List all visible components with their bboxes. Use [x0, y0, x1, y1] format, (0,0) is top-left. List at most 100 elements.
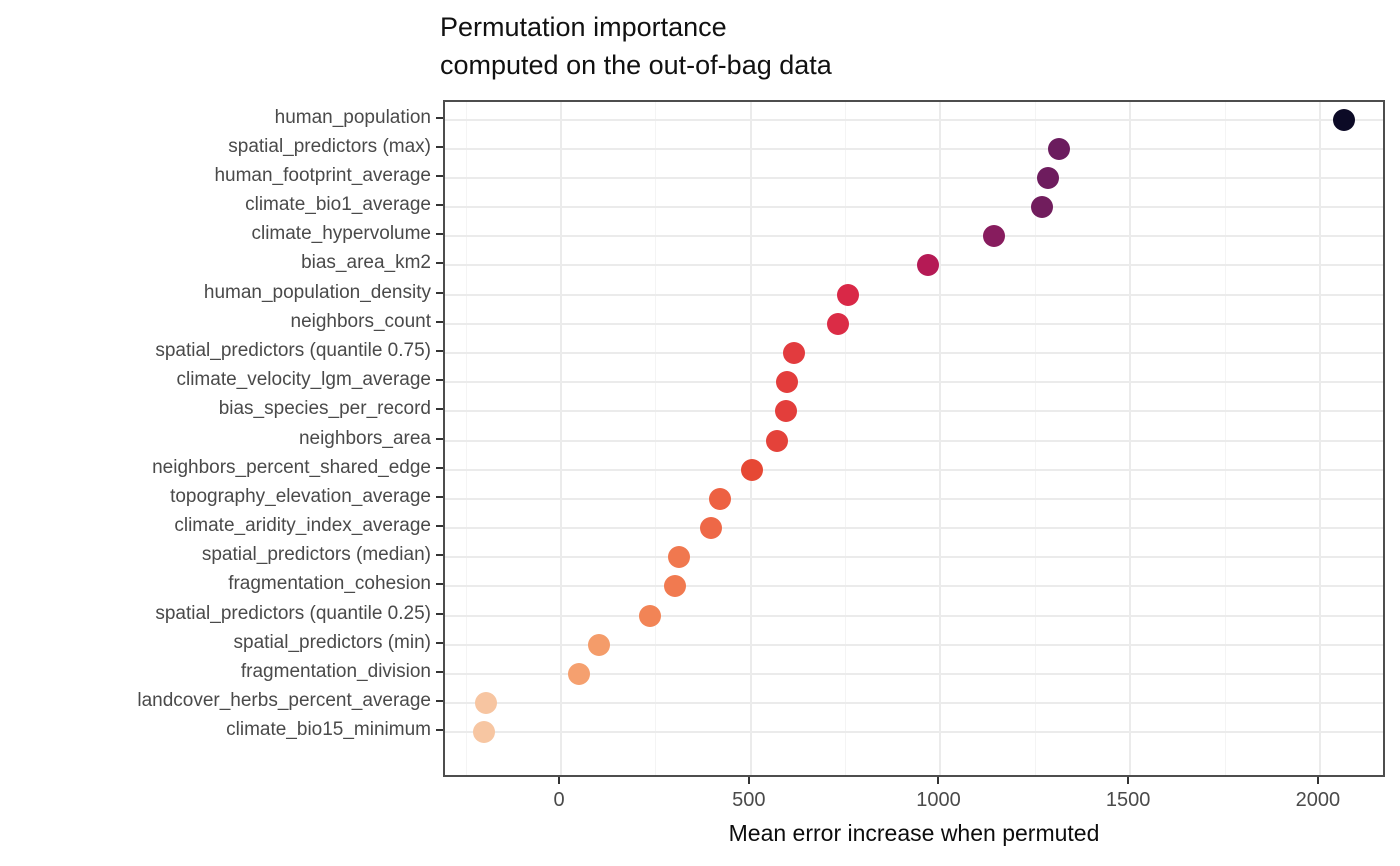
y-axis-label: climate_hypervolume: [251, 223, 431, 245]
y-axis-label: spatial_predictors (max): [228, 135, 431, 157]
data-point: [774, 400, 797, 423]
y-axis-label: spatial_predictors (quantile 0.75): [155, 339, 431, 361]
y-axis-label: spatial_predictors (quantile 0.25): [155, 602, 431, 624]
y-axis-label: climate_bio15_minimum: [226, 719, 431, 741]
y-tick-mark: [436, 466, 443, 469]
y-tick-mark: [436, 320, 443, 323]
row-gridline: [445, 468, 1383, 471]
row-gridline: [445, 731, 1383, 734]
row-gridline: [445, 439, 1383, 442]
y-axis-label: fragmentation_division: [240, 660, 431, 682]
minor-gridline: [845, 102, 847, 775]
major-gridline: [1318, 102, 1321, 775]
y-tick-mark: [436, 174, 443, 177]
y-tick-mark: [436, 291, 443, 294]
row-gridline: [445, 206, 1383, 209]
y-tick-mark: [436, 495, 443, 498]
row-gridline: [445, 381, 1383, 384]
x-tick-label: 0: [553, 789, 565, 811]
x-tick-mark: [1127, 777, 1130, 784]
row-gridline: [445, 351, 1383, 354]
data-point: [783, 341, 806, 364]
data-point: [1037, 166, 1060, 189]
x-tick-label: 500: [732, 789, 766, 811]
minor-gridline: [1034, 102, 1036, 775]
y-axis-label: neighbors_count: [290, 310, 432, 332]
y-tick-mark: [436, 641, 443, 644]
minor-gridline: [465, 102, 467, 775]
data-point: [588, 633, 611, 656]
y-tick-mark: [436, 583, 443, 586]
chart-title: Permutation importance computed on the o…: [440, 12, 832, 80]
y-axis-label: fragmentation_cohesion: [228, 573, 431, 595]
row-gridline: [445, 264, 1383, 267]
y-tick-mark: [436, 233, 443, 236]
data-point: [1031, 196, 1054, 219]
row-gridline: [445, 527, 1383, 530]
y-axis-label: climate_velocity_lgm_average: [176, 369, 431, 391]
row-gridline: [445, 235, 1383, 238]
y-axis-label: climate_aridity_index_average: [174, 515, 431, 537]
data-point: [668, 546, 691, 569]
data-point: [740, 458, 763, 481]
x-tick-mark: [937, 777, 940, 784]
y-tick-mark: [436, 729, 443, 732]
data-point: [827, 312, 850, 335]
y-axis-label: spatial_predictors (min): [233, 631, 431, 653]
data-point: [473, 721, 496, 744]
data-point: [776, 371, 799, 394]
y-axis-label: human_footprint_average: [214, 164, 431, 186]
data-point: [709, 487, 732, 510]
major-gridline: [939, 102, 942, 775]
y-axis-label: human_population_density: [203, 281, 431, 303]
y-tick-mark: [436, 525, 443, 528]
y-axis-label: neighbors_area: [298, 427, 431, 449]
y-tick-mark: [436, 554, 443, 557]
y-tick-mark: [436, 379, 443, 382]
major-gridline: [560, 102, 563, 775]
y-tick-mark: [436, 349, 443, 352]
y-tick-mark: [436, 262, 443, 265]
row-gridline: [445, 702, 1383, 705]
x-tick-label: 1000: [916, 789, 961, 811]
x-axis-title: Mean error increase when permuted: [728, 820, 1100, 846]
data-point: [1332, 108, 1355, 131]
y-axis-label: bias_species_per_record: [218, 398, 431, 420]
data-point: [836, 283, 859, 306]
data-point: [1047, 137, 1070, 160]
y-tick-mark: [436, 116, 443, 119]
data-point: [475, 692, 498, 715]
row-gridline: [445, 176, 1383, 179]
x-tick-label: 2000: [1295, 789, 1341, 811]
y-axis-label: topography_elevation_average: [170, 485, 431, 507]
row-gridline: [445, 643, 1383, 646]
y-tick-mark: [436, 612, 443, 615]
y-axis-label: spatial_predictors (median): [201, 544, 431, 566]
y-tick-mark: [436, 437, 443, 440]
row-gridline: [445, 293, 1383, 296]
data-point: [916, 254, 939, 277]
x-tick-mark: [1316, 777, 1319, 784]
y-axis-label: human_population: [274, 106, 431, 128]
y-axis-label: neighbors_percent_shared_edge: [152, 456, 431, 478]
row-gridline: [445, 672, 1383, 675]
row-gridline: [445, 556, 1383, 559]
data-point: [982, 225, 1005, 248]
data-point: [766, 429, 789, 452]
data-point: [568, 662, 591, 685]
y-tick-mark: [436, 145, 443, 148]
major-gridline: [1129, 102, 1132, 775]
row-gridline: [445, 497, 1383, 500]
x-tick-mark: [558, 777, 561, 784]
data-point: [638, 604, 661, 627]
row-gridline: [445, 614, 1383, 617]
x-tick-label: 1500: [1105, 789, 1151, 811]
y-axis-label: climate_bio1_average: [245, 194, 431, 216]
y-tick-mark: [436, 670, 443, 673]
row-gridline: [445, 118, 1383, 121]
data-point: [663, 575, 686, 598]
y-axis-label: landcover_herbs_percent_average: [137, 690, 431, 712]
major-gridline: [749, 102, 752, 775]
minor-gridline: [655, 102, 657, 775]
